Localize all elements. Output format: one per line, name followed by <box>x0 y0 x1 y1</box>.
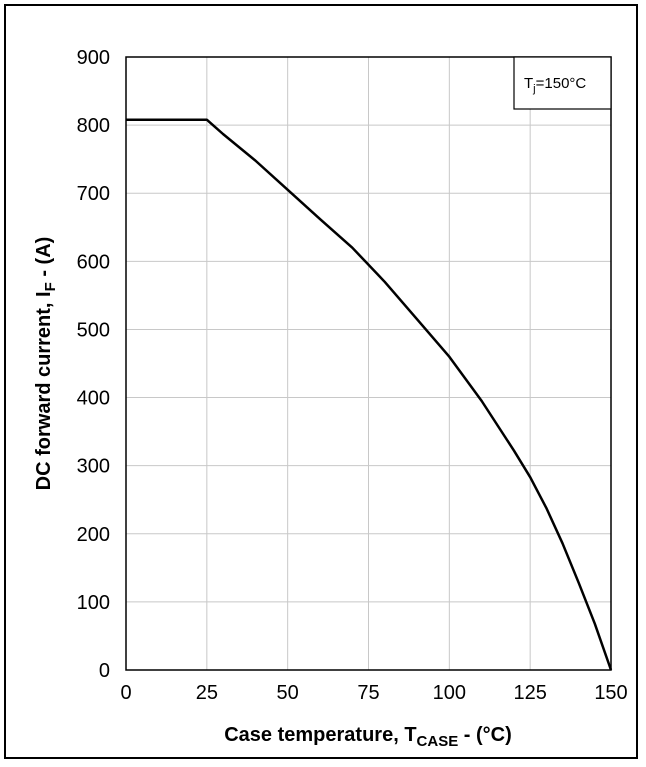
annotation-label: Tj=150°C <box>524 75 586 95</box>
grid <box>125 56 612 671</box>
y-tick-label: 600 <box>77 251 110 273</box>
y-axis-label: DC forward current, IF - (A) <box>33 237 59 491</box>
x-tick-label: 125 <box>513 682 546 704</box>
x-tick-label: 25 <box>196 682 218 704</box>
y-tick-label: 800 <box>77 115 110 137</box>
tick-labels: 0 25 50 75 100 125 150 0 100 200 300 400 500 600 700 80… <box>77 47 628 704</box>
x-tick-label: 100 <box>433 682 466 704</box>
x-tick-label: 150 <box>594 682 627 704</box>
plot-area <box>125 56 612 671</box>
x-axis-label: Case temperature, TCASE - (°C) <box>224 724 512 750</box>
annotation-border <box>513 56 612 110</box>
y-tick-label: 500 <box>77 319 110 341</box>
chart-frame <box>4 4 638 759</box>
annotation-box: Tj=150°C <box>513 56 612 110</box>
y-tick-label: 900 <box>77 47 110 69</box>
y-tick-label: 400 <box>77 388 110 410</box>
y-tick-label: 0 <box>99 660 110 682</box>
y-tick-label: 700 <box>77 183 110 205</box>
data-line <box>126 118 613 671</box>
y-tick-label: 300 <box>77 456 110 478</box>
x-tick-label: 50 <box>277 682 299 704</box>
x-tick-label: 75 <box>357 682 379 704</box>
y-tick-label: 200 <box>77 524 110 546</box>
x-tick-label: 0 <box>120 682 131 704</box>
y-tick-label: 100 <box>77 592 110 614</box>
